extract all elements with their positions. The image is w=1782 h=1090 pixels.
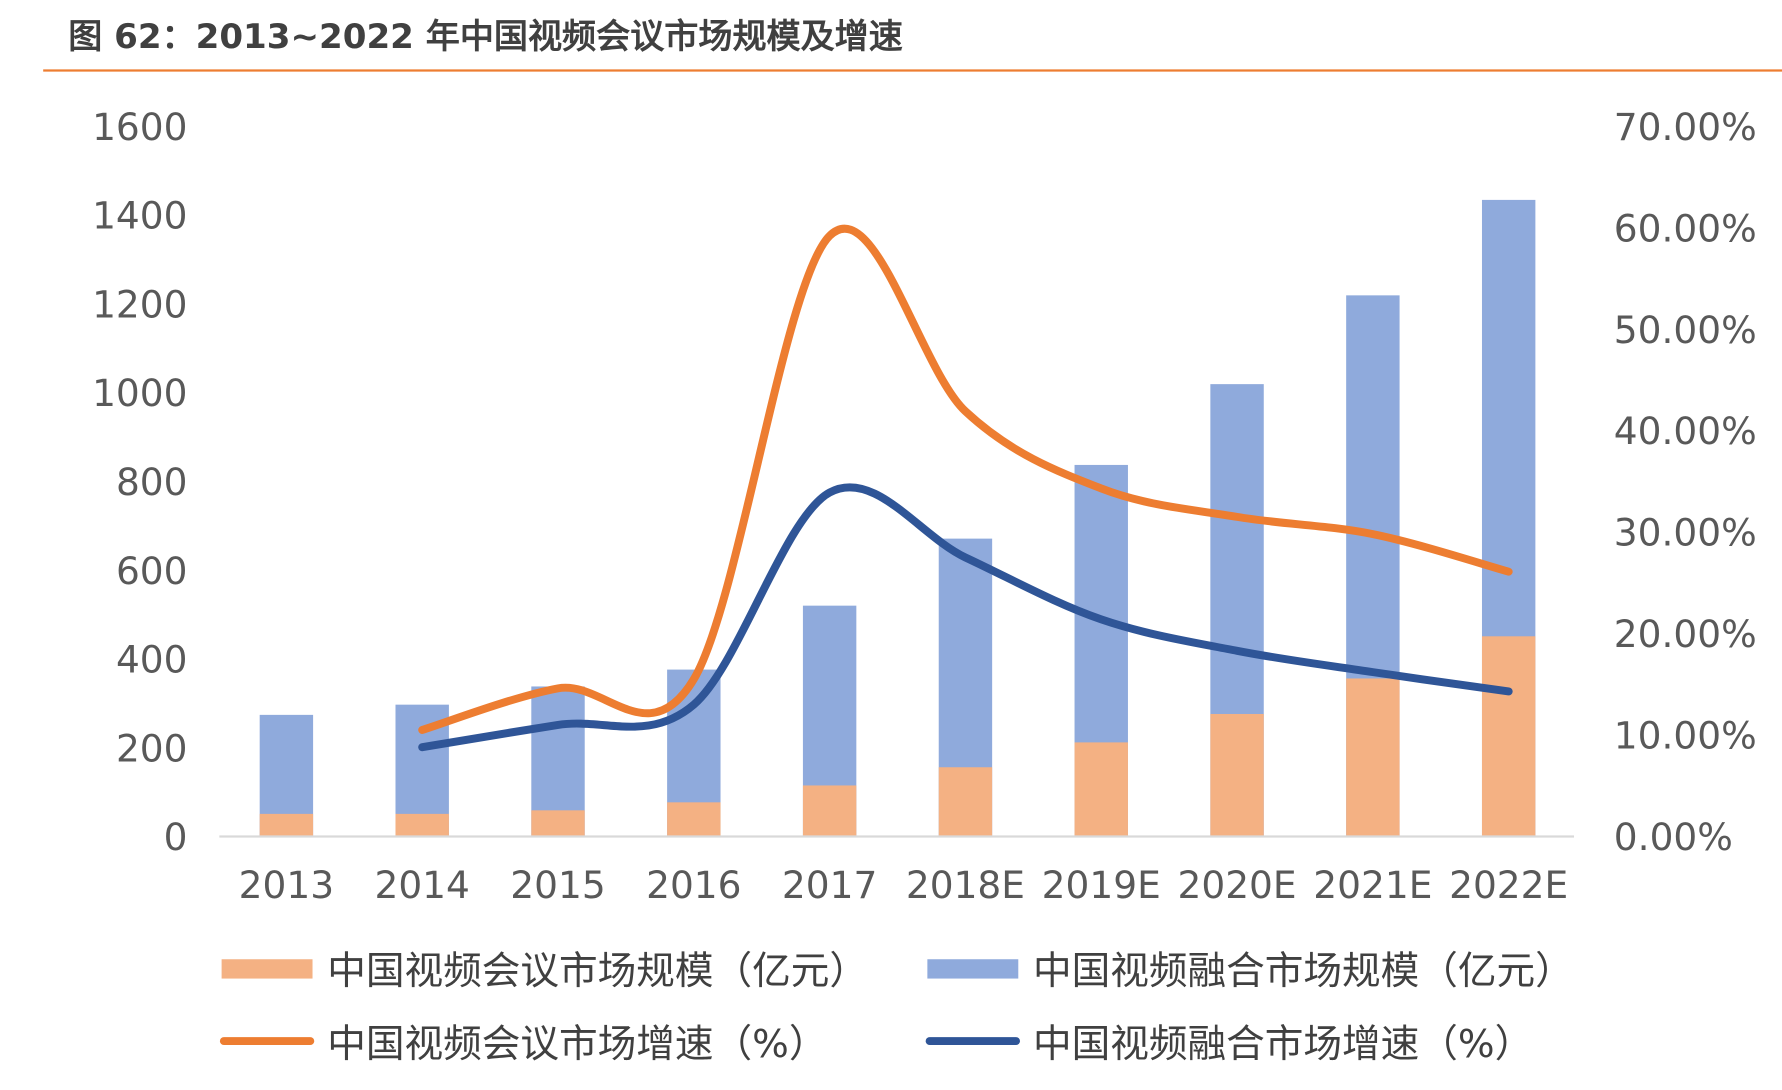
y-left-tick-label: 1200 [92, 282, 187, 326]
x-tick-label: 2022E [1449, 863, 1568, 907]
bar-meeting-size [259, 813, 314, 837]
bar-meeting-size [1481, 636, 1536, 837]
line-fusion-growth [418, 483, 1513, 752]
y-right-tick-label: 60.00% [1614, 206, 1757, 250]
legend-meeting-size: 中国视频会议市场规模（亿元） [327, 949, 868, 994]
y-right-tick-label: 10.00% [1614, 714, 1757, 758]
legend-fusion-size: 中国视频融合市场规模（亿元） [1033, 949, 1574, 994]
y-left-tick-label: 1600 [92, 105, 187, 149]
x-tick-label: 2019E [1042, 863, 1161, 907]
bar-meeting-size [395, 813, 449, 837]
y-right-tick-label: 20.00% [1614, 612, 1757, 656]
bar-meeting-size [938, 767, 993, 837]
y-left-tick-label: 600 [116, 549, 188, 593]
bar-meeting-size [667, 802, 721, 837]
x-tick-label: 2015 [510, 863, 605, 907]
legend-fusion-growth: 中国视频融合市场增速（%） [1033, 1022, 1533, 1067]
x-tick-label: 2021E [1313, 863, 1432, 907]
line-meeting-growth [418, 224, 1513, 734]
x-tick-label: 2018E [906, 863, 1025, 907]
x-tick-label: 2014 [374, 863, 469, 907]
legend-meeting-growth: 中国视频会议市场增速（%） [327, 1022, 827, 1067]
y-right-tick-label: 70.00% [1614, 105, 1757, 149]
bar-meeting-size [802, 785, 857, 837]
y-left-tick-label: 1000 [92, 371, 187, 415]
y-left-tick-label: 800 [116, 460, 188, 504]
y-left-tick-label: 1400 [92, 194, 187, 238]
x-tick-label: 2013 [239, 863, 334, 907]
bar-meeting-size [1346, 678, 1400, 837]
bar-meeting-size [531, 810, 585, 837]
x-tick-label: 2017 [782, 863, 877, 907]
bar-meeting-size [1210, 713, 1264, 837]
x-tick-label: 2016 [646, 863, 741, 907]
legend-swatch-meeting-size [221, 959, 313, 979]
y-left-tick-label: 400 [116, 638, 188, 682]
y-right-tick-label: 40.00% [1614, 409, 1757, 453]
y-left-tick-label: 0 [164, 815, 188, 859]
y-right-tick-label: 0.00% [1614, 815, 1733, 859]
legend-swatch-fusion-size [927, 959, 1019, 979]
y-right-tick-label: 50.00% [1614, 308, 1757, 352]
y-right-tick-label: 30.00% [1614, 511, 1757, 555]
bar-meeting-size [1074, 742, 1128, 837]
chart-title: 图 62：2013~2022 年中国视频会议市场规模及增速 [68, 17, 903, 57]
y-left-tick-label: 200 [116, 726, 188, 770]
x-tick-label: 2020E [1177, 863, 1296, 907]
